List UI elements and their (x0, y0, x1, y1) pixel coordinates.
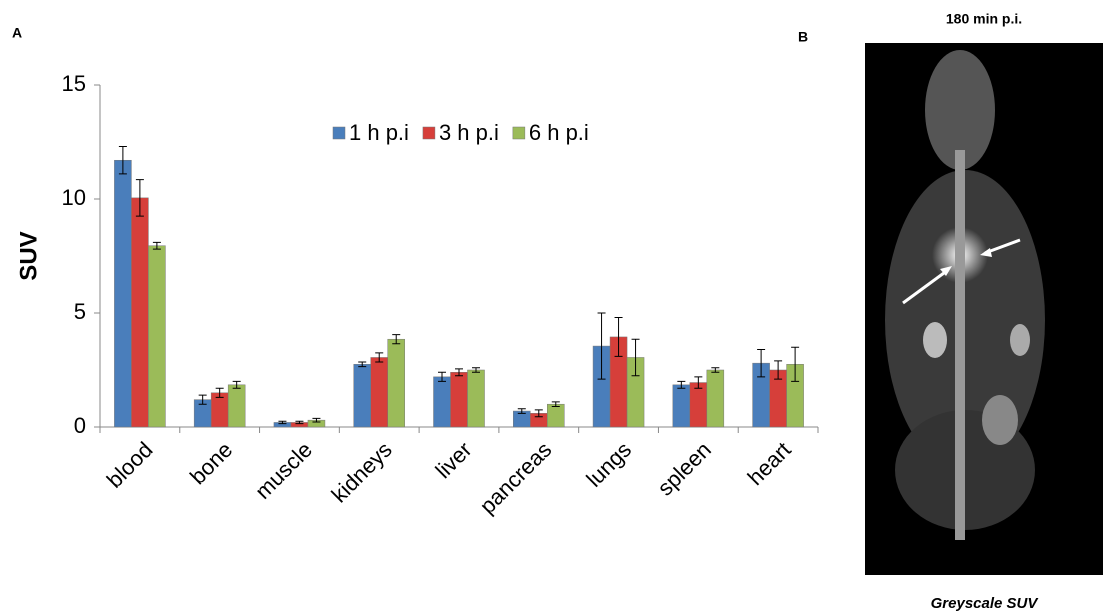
bar (434, 377, 451, 427)
legend-swatch (333, 127, 345, 139)
bar (211, 393, 228, 427)
bar (114, 160, 131, 427)
y-tick-label: 15 (62, 71, 86, 96)
x-tick-label: muscle (250, 437, 317, 504)
bar (707, 370, 724, 427)
image-caption: Greyscale SUV (931, 595, 1040, 612)
legend-label: 1 h p.i (349, 120, 409, 145)
bar (690, 383, 707, 427)
panel-label: A (12, 25, 22, 41)
x-tick-label: lungs (581, 437, 636, 492)
legend-label: 3 h p.i (439, 120, 499, 145)
image-title: 180 min p.i. (946, 11, 1022, 27)
y-axis-label: SUV (15, 231, 42, 280)
bar (354, 364, 371, 427)
bar (673, 385, 690, 427)
legend-label: 6 h p.i (529, 120, 589, 145)
x-tick-label: pancreas (475, 437, 557, 519)
x-tick-label: heart (743, 437, 796, 490)
legend-swatch (423, 127, 435, 139)
mouse-image (865, 43, 1103, 575)
x-tick-label: bone (185, 437, 237, 489)
legend-swatch (513, 127, 525, 139)
bar (131, 198, 148, 427)
bar (228, 385, 245, 427)
bar (547, 404, 564, 427)
y-tick-label: 10 (62, 185, 86, 210)
bar (148, 246, 165, 427)
y-tick-label: 0 (74, 413, 86, 438)
x-tick-label: liver (430, 437, 476, 483)
x-tick-label: blood (102, 437, 158, 493)
bar (451, 372, 468, 427)
bar (371, 357, 388, 427)
bar (388, 339, 405, 427)
x-tick-label: kidneys (326, 437, 396, 507)
y-tick-label: 5 (74, 299, 86, 324)
bar (468, 370, 485, 427)
x-tick-label: spleen (652, 437, 716, 501)
figure: A SUV B 180 min p.i. Greyscale SUV 0 5 10 1… (0, 0, 1103, 614)
panel-label: B (798, 29, 808, 45)
